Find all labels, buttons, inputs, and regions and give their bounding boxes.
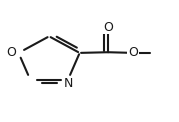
Text: O: O — [128, 46, 138, 59]
Text: N: N — [63, 77, 73, 90]
Text: O: O — [103, 21, 113, 34]
Text: O: O — [7, 46, 16, 59]
